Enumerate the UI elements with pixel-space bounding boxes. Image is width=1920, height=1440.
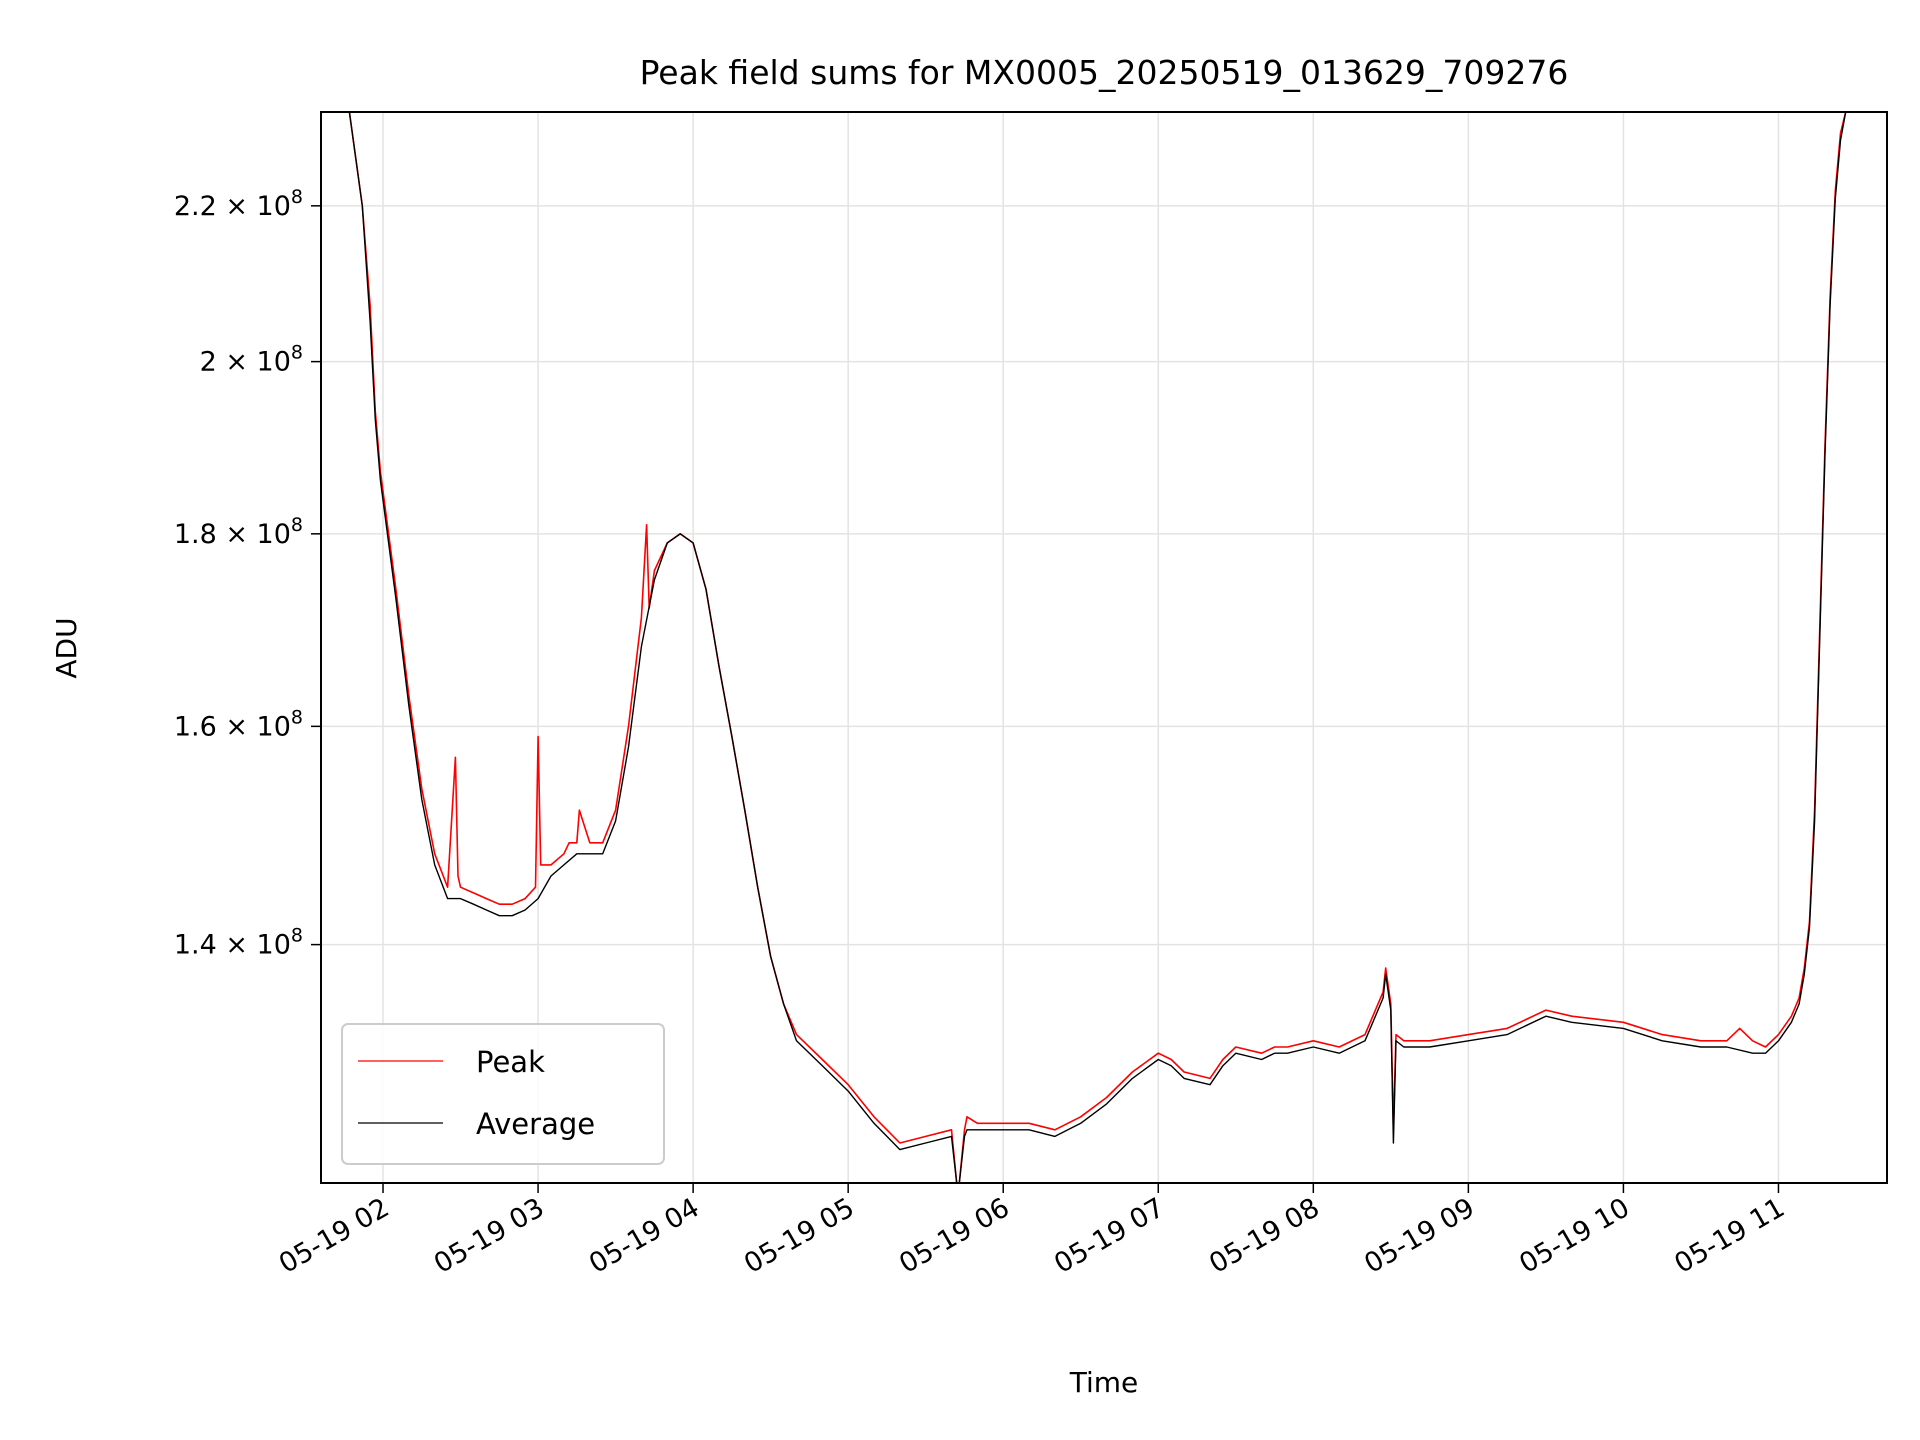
legend: Peak Average	[341, 1023, 665, 1165]
grid-lines	[321, 112, 1887, 1183]
y-axis-ticks: 1.4 × 108 1.6 × 108 1.8 × 108 2 × 108 2.2 × …	[174, 186, 321, 961]
legend-box	[341, 1023, 665, 1165]
y-tick-label: 1.8 × 108	[174, 514, 303, 550]
legend-label-peak: Peak	[476, 1045, 545, 1079]
chart-title: Peak field sums for MX0005_20250519_0136…	[640, 53, 1569, 92]
x-axis-label: Time	[1069, 1366, 1139, 1399]
y-axis-label: ADU	[50, 617, 83, 678]
plot-frame	[320, 111, 1888, 1184]
series-line-average	[321, 112, 1887, 1183]
y-tick-label: 2 × 108	[200, 342, 303, 378]
y-tick-label: 1.6 × 108	[174, 706, 303, 742]
series-lines	[321, 112, 1887, 1183]
y-tick-label: 1.4 × 108	[174, 925, 303, 961]
legend-label-average: Average	[476, 1107, 595, 1141]
y-tick-label: 2.2 × 108	[174, 186, 303, 222]
